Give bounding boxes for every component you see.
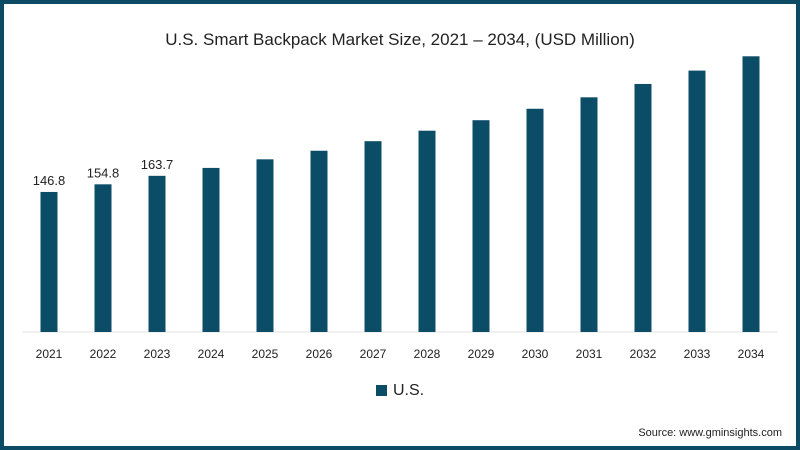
x-tick-label: 2022 (90, 347, 117, 361)
data-label: 154.8 (87, 165, 120, 180)
x-tick-label: 2027 (360, 347, 387, 361)
x-tick-label: 2023 (144, 347, 171, 361)
bar-2033 (688, 70, 706, 332)
bar-2034 (742, 56, 760, 332)
legend-swatch (375, 385, 387, 396)
x-tick-label: 2021 (36, 347, 63, 361)
bar-2022 (94, 184, 112, 332)
bar-2023 (148, 175, 166, 332)
bar-2028 (418, 130, 436, 332)
bar-2031 (580, 97, 598, 332)
legend-label: U.S. (392, 382, 425, 399)
x-tick-label: 2031 (576, 347, 603, 361)
x-tick-label: 2033 (684, 347, 711, 361)
bar-2030 (526, 108, 544, 332)
x-tick-label: 2026 (306, 347, 333, 361)
bar-2025 (256, 159, 274, 332)
x-tick-label: 2025 (252, 347, 279, 361)
bar-2027 (364, 141, 382, 332)
x-tick-label: 2024 (198, 347, 225, 361)
x-tick-label: 2034 (738, 347, 765, 361)
x-tick-label: 2030 (522, 347, 549, 361)
chart-title: U.S. Smart Backpack Market Size, 2021 – … (165, 30, 635, 49)
bar-2026 (310, 150, 328, 332)
bar-2024 (202, 167, 220, 332)
bar-2021 (40, 191, 58, 332)
x-tick-label: 2032 (630, 347, 657, 361)
source-note: Source: www.gminsights.com (638, 427, 782, 439)
bar-2032 (634, 83, 652, 333)
data-label: 163.7 (141, 157, 174, 172)
data-label: 146.8 (33, 173, 66, 188)
bar-2029 (472, 120, 490, 332)
legend: U.S. (0, 382, 800, 400)
x-tick-label: 2028 (414, 347, 441, 361)
x-tick-label: 2029 (468, 347, 495, 361)
